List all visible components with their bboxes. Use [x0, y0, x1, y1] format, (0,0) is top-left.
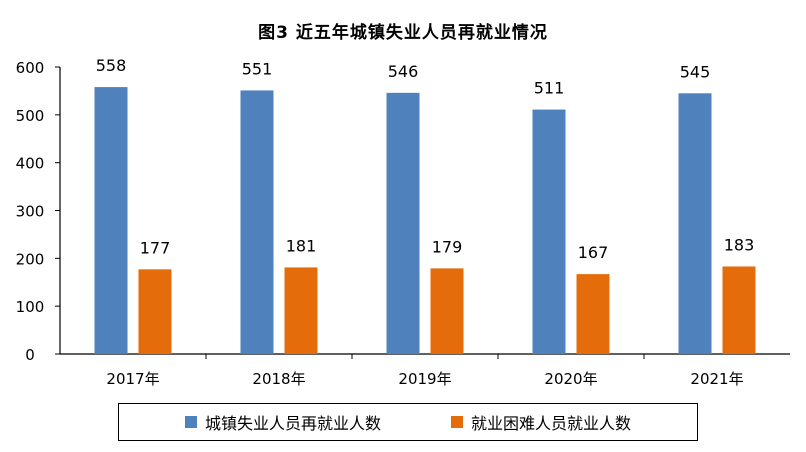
bar-chart: 0 100 200 300 400 500 600 2017年 558 177 2018年 551 1… — [16, 56, 790, 388]
bar — [240, 90, 274, 355]
y-tick-label: 100 — [16, 298, 45, 316]
y-tick-label: 300 — [16, 203, 45, 221]
data-label: 546 — [388, 62, 419, 81]
y-tick-label: 0 — [25, 346, 35, 364]
data-label: 177 — [140, 238, 171, 257]
data-label: 181 — [286, 236, 317, 255]
bar — [94, 87, 128, 354]
legend-label-reemployed: 城镇失业人员再就业人数 — [204, 414, 381, 433]
legend-swatch-reemployed — [184, 416, 197, 428]
data-label: 183 — [724, 235, 755, 254]
x-tick-label: 2019年 — [398, 370, 451, 388]
x-tick-label: 2017年 — [106, 370, 159, 388]
y-tick-label: 500 — [16, 107, 45, 125]
legend: 城镇失业人员再就业人数 就业困难人员就业人数 — [118, 403, 698, 441]
data-label: 558 — [96, 56, 127, 75]
data-label: 167 — [578, 243, 609, 262]
x-tick-label: 2021年 — [690, 370, 743, 388]
bar — [386, 92, 420, 354]
x-tick-label: 2018年 — [252, 370, 305, 388]
bar — [138, 269, 172, 354]
bar — [284, 267, 318, 354]
y-tick-label: 400 — [16, 155, 45, 173]
data-label: 551 — [242, 59, 273, 78]
legend-item-hard-to-employ: 就业困难人员就业人数 — [451, 410, 631, 434]
legend-swatch-hard-to-employ — [451, 416, 463, 428]
legend-item-reemployed: 城镇失业人员再就业人数 — [184, 410, 381, 434]
y-tick-label: 200 — [16, 250, 45, 268]
y-tick-label: 600 — [16, 59, 45, 77]
data-label: 511 — [534, 79, 565, 98]
data-label: 179 — [432, 237, 463, 256]
bar — [532, 109, 566, 355]
bar — [678, 93, 712, 354]
legend-label-hard-to-employ: 就业困难人员就业人数 — [471, 414, 632, 433]
bar — [430, 268, 464, 354]
bar — [722, 266, 756, 354]
bar — [576, 274, 610, 354]
data-label: 545 — [680, 62, 711, 81]
chart-title: 图3 近五年城镇失业人员再就业情况 — [258, 23, 548, 43]
x-tick-label: 2020年 — [544, 370, 597, 388]
